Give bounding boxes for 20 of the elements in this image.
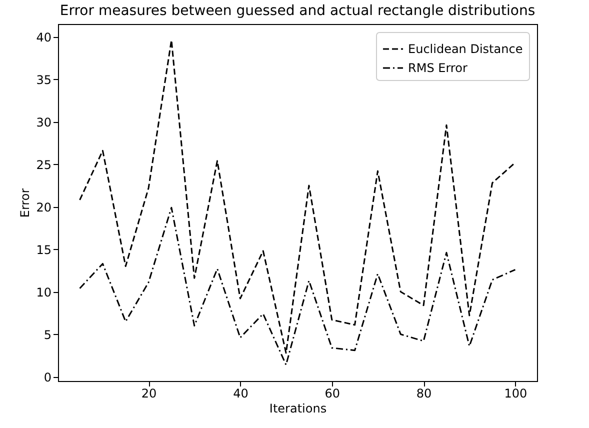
x-tick-label: 60	[324, 386, 340, 400]
y-axis-title: Error	[18, 188, 32, 218]
x-tick-label: 80	[416, 386, 432, 400]
x-axis-title: Iterations	[269, 402, 327, 416]
y-tick-label: 30	[36, 115, 52, 130]
legend-label: RMS Error	[408, 61, 468, 75]
x-tick-label: 40	[233, 386, 248, 400]
y-tick-label: 0	[44, 370, 52, 384]
y-tick-label: 40	[36, 30, 52, 44]
y-tick-label: 10	[36, 285, 52, 300]
y-tick-label: 25	[36, 158, 52, 172]
y-tick-label: 5	[44, 328, 52, 342]
x-tick-label: 100	[504, 386, 528, 400]
y-tick-label: 20	[36, 200, 52, 214]
legend-label: Euclidean Distance	[408, 42, 523, 56]
chart-title: Error measures between guessed and actual rectangle distributions	[60, 3, 536, 19]
x-tick-label: 20	[141, 386, 157, 400]
y-tick-label: 15	[36, 242, 52, 257]
y-tick-label: 35	[36, 72, 52, 87]
line-series	[79, 206, 516, 366]
